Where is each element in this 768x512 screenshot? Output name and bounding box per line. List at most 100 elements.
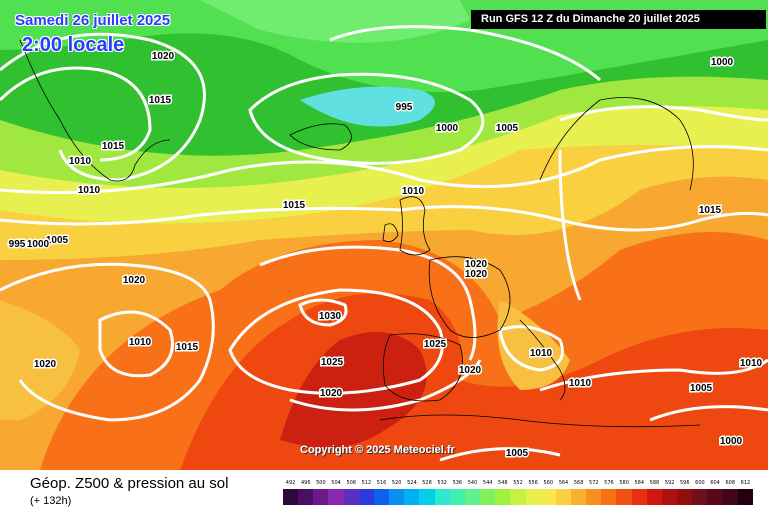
forecast-time: 2:00 locale <box>22 34 125 56</box>
legend-subtitle: (+ 132h) <box>30 495 72 507</box>
scale-tick-label: 552 <box>513 480 523 486</box>
isobar-label: 1010 <box>569 378 592 389</box>
isobar-label: 1010 <box>78 185 101 196</box>
scale-tick-label: 572 <box>589 480 599 486</box>
scale-swatch <box>373 489 390 505</box>
scale-tick-label: 568 <box>573 480 584 486</box>
isobar-line <box>248 72 485 165</box>
isobar-label: 1000 <box>711 57 734 68</box>
scale-swatch <box>570 489 587 505</box>
scale-swatch <box>510 489 526 505</box>
scale-swatch <box>616 489 632 505</box>
scale-tick-label: 508 <box>346 480 356 486</box>
scale-swatch <box>480 489 496 505</box>
coastline-africa <box>379 414 701 428</box>
scale-swatch <box>449 489 465 505</box>
scale-swatch <box>601 489 617 505</box>
scale-swatch <box>434 489 450 505</box>
scale-tick-label: 556 <box>528 480 538 486</box>
coastline-france <box>428 256 511 338</box>
scale-swatch <box>646 489 662 505</box>
band-low-center <box>300 86 435 127</box>
isobar-line <box>539 358 768 392</box>
scale-tick-label: 496 <box>300 480 311 486</box>
isobar-label: 1000 <box>720 436 743 447</box>
scale-tick-label: 596 <box>679 480 690 486</box>
isobars <box>0 25 768 462</box>
scale-tick-label: 612 <box>740 480 751 486</box>
forecast-date: Samedi 26 juillet 2025 <box>15 12 171 29</box>
isobar-label: 1000 <box>27 239 50 250</box>
isobar-line <box>228 288 444 395</box>
coastline-ireland <box>382 223 399 243</box>
scale-swatch <box>525 489 541 505</box>
isobar-label: 1010 <box>69 156 92 167</box>
isobar-label: 1030 <box>319 311 342 322</box>
coastline-britain <box>399 196 431 256</box>
scale-swatch <box>540 489 556 505</box>
isobar-line <box>559 105 768 122</box>
color-scale: 492 496 500 504 508 512 516 520 524 528 532 536 540 5… <box>283 480 753 510</box>
isobar-label: 1005 <box>690 383 713 394</box>
scale-tick-label: 540 <box>467 480 478 486</box>
scale-tick-label: 576 <box>604 480 614 486</box>
scale-tick-label: 548 <box>498 480 508 486</box>
scale-swatch <box>389 489 405 505</box>
scale-tick-label: 592 <box>664 480 675 486</box>
isobar-label: 1010 <box>740 358 763 369</box>
scale-swatch <box>495 489 511 505</box>
scale-tick-label: 520 <box>391 480 402 486</box>
isobar-label: 1020 <box>320 388 343 399</box>
scale-tick-label: 536 <box>452 480 463 486</box>
isobar-label: 1005 <box>506 448 529 459</box>
scale-tick-label: 560 <box>543 480 554 486</box>
isobar-line <box>0 145 768 194</box>
isobar-label: 1015 <box>283 200 306 211</box>
scale-tick-label: 504 <box>331 480 341 486</box>
scale-swatch <box>677 489 693 505</box>
legend-title: Géop. Z500 & pression au sol <box>30 475 229 492</box>
isobar-line <box>0 66 152 162</box>
scale-ticks: 492 496 500 504 508 512 516 520 524 528 532 536 540 5… <box>283 480 753 488</box>
scale-tick-label: 588 <box>649 480 660 486</box>
isobar-label: 1020 <box>123 275 146 286</box>
scale-tick-label: 524 <box>407 480 417 486</box>
scale-tick-label: 544 <box>482 480 493 486</box>
scale-swatch <box>419 489 435 505</box>
scale-tick-label: 528 <box>422 480 432 486</box>
scale-swatch <box>404 489 420 505</box>
isobar-label: 1015 <box>102 141 125 152</box>
scale-swatch <box>358 489 374 505</box>
isobar-label: 1025 <box>321 357 344 368</box>
isobar-label: 1015 <box>149 95 172 106</box>
isobar-label: 1020 <box>465 259 488 270</box>
coastlines <box>19 39 701 428</box>
isobar-label: 1005 <box>46 235 69 246</box>
isobar-label: 995 <box>9 239 26 250</box>
scale-tick-label: 564 <box>558 480 569 486</box>
scale-tick-label: 492 <box>285 480 296 486</box>
scale-tick-label: 580 <box>619 480 629 486</box>
isobar-line <box>0 32 206 182</box>
scale-tick-label: 532 <box>437 480 447 486</box>
scale-swatch <box>586 489 602 505</box>
forecast-map: 1020 1015 1015 1010 1010 995 1000 1005 1000 1010 1… <box>0 0 768 470</box>
scale-swatch <box>631 489 647 505</box>
scale-swatch <box>737 489 753 505</box>
scale-swatch <box>707 489 723 505</box>
coastline-scandinavia <box>539 97 694 191</box>
coastline-italy <box>519 319 566 401</box>
isobar-label: 1015 <box>699 205 722 216</box>
isobar-label: 1020 <box>34 359 57 370</box>
run-info: Run GFS 12 Z du Dimanche 20 juillet 2025 <box>471 10 766 29</box>
scale-swatch <box>328 489 344 505</box>
scale-swatch <box>283 489 299 505</box>
legend-footer: Géop. Z500 & pression au sol (+ 132h) 49… <box>0 470 768 512</box>
scale-tick-label: 608 <box>725 480 736 486</box>
copyright: Copyright © 2025 Meteociel.fr <box>300 444 455 456</box>
scale-swatch <box>464 489 481 505</box>
scale-tick-label: 584 <box>634 480 645 486</box>
isobar-line <box>498 325 564 372</box>
